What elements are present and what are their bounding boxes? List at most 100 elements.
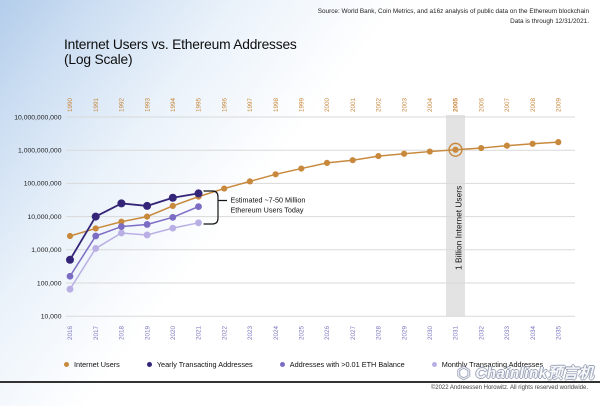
top-axis-year-label: 1994 <box>170 97 177 112</box>
bottom-axis-year-label: 2030 <box>427 326 434 341</box>
top-axis-year-label: 2008 <box>530 97 537 112</box>
top-axis-year-label: 2007 <box>504 97 511 112</box>
top-axis-year-label: 1997 <box>247 97 254 112</box>
legend-label: Addresses with >0.01 ETH Balance <box>289 360 405 369</box>
internet-users-point <box>503 142 510 149</box>
bottom-axis-year-label: 2021 <box>196 326 203 341</box>
addresses-with-0-01-eth-balance-point <box>143 221 151 228</box>
bottom-axis-year-label: 2026 <box>324 326 331 341</box>
internet-users-point <box>323 159 331 166</box>
monthly-transacting-addresses-line <box>69 222 199 290</box>
top-axis-year-label: 2000 <box>324 97 331 112</box>
monthly-transacting-addresses-point <box>118 229 125 237</box>
internet-users-point <box>144 213 151 220</box>
top-axis-year-label: 1991 <box>93 97 100 112</box>
chart-title-line-2: (Log Scale) <box>64 52 133 67</box>
y-axis-tick-label: 10,000 <box>41 314 62 321</box>
internet-users-point <box>221 185 228 192</box>
highlight-band-label: 1 Billion Internet Users <box>454 186 464 270</box>
yearly-transacting-addresses-point <box>66 255 74 264</box>
top-axis-year-label: 2001 <box>350 97 357 112</box>
yearly-transacting-addresses-point <box>168 193 177 202</box>
legend-dot-icon <box>146 362 152 367</box>
legend-label: Yearly Transacting Addresses <box>156 360 253 369</box>
legend-dot-icon <box>279 362 285 367</box>
annotation-line-2: Ethereum Users Today <box>231 206 304 215</box>
top-axis-year-label: 1996 <box>221 97 228 112</box>
top-axis-year-label: 2005 <box>453 97 460 112</box>
bottom-axis-year-label: 2024 <box>273 326 280 341</box>
bottom-axis-year-label: 2029 <box>401 326 408 341</box>
internet-users-point <box>529 140 536 147</box>
top-axis-year-label: 1998 <box>273 97 280 112</box>
bottom-axis-year-label: 2023 <box>247 326 254 341</box>
addresses-with-0-01-eth-balance-point <box>118 223 125 230</box>
yearly-transacting-addresses-line <box>69 192 199 261</box>
internet-users-point <box>118 218 125 225</box>
footer-rule <box>0 381 600 383</box>
yearly-transacting-addresses-point <box>117 199 126 208</box>
addresses-with-0-01-eth-balance-point <box>66 272 74 280</box>
chainlink-logo-icon: ⬡ <box>457 365 471 382</box>
internet-users-point <box>401 150 408 157</box>
bottom-axis-year-label: 2028 <box>376 326 383 341</box>
internet-users-point <box>298 165 305 172</box>
addresses-with-0-01-eth-balance-point <box>92 232 100 240</box>
y-axis-tick-label: 100,000,000 <box>24 181 62 188</box>
copyright-text: ©2022 Andreessen Horowitz. All rights re… <box>430 385 588 391</box>
chart-title: Internet Users vs. Ethereum Addresses (L… <box>64 37 297 67</box>
watermark-text: Chainlink预言机 <box>475 365 594 382</box>
internet-users-point <box>478 144 485 152</box>
monthly-transacting-addresses-point <box>92 245 100 252</box>
top-axis-year-label: 2006 <box>478 97 485 112</box>
one-billion-highlight-ring <box>448 142 463 157</box>
internet-users-point <box>169 202 176 210</box>
bottom-axis-year-label: 2018 <box>119 326 126 341</box>
internet-users-point <box>272 171 279 178</box>
top-axis-year-label: 2003 <box>401 97 408 112</box>
top-axis-year-label: 2004 <box>427 97 434 112</box>
source-note: Source: World Bank, Coin Metrics, and a1… <box>318 7 589 28</box>
legend-dot-icon <box>64 362 69 367</box>
legend: Internet Users Yearly Transacting Address… <box>64 360 543 369</box>
addresses-with-0-01-eth-balance-point <box>169 213 177 221</box>
yearly-transacting-addresses-point <box>91 212 100 221</box>
bottom-axis-year-label: 2032 <box>478 326 485 341</box>
bottom-axis-year-label: 2022 <box>221 326 228 341</box>
source-line-2: Data is through 12/31/2021. <box>510 18 589 26</box>
bottom-axis-year-label: 2035 <box>556 326 563 341</box>
y-axis-tick-label: 1,000,000 <box>31 247 61 254</box>
top-axis-year-label: 1990 <box>67 97 74 112</box>
monthly-transacting-addresses-point <box>195 219 202 227</box>
bottom-axis-year-label: 2025 <box>299 326 306 341</box>
legend-item: Internet Users <box>64 360 120 369</box>
source-line-1: Source: World Bank, Coin Metrics, and a1… <box>317 8 589 15</box>
chart-title-line-1: Internet Users vs. Ethereum Addresses <box>64 37 297 52</box>
internet-users-point <box>375 152 382 160</box>
bottom-axis-year-label: 2019 <box>144 326 151 341</box>
internet-users-point <box>246 178 253 185</box>
y-axis-tick-label: 10,000,000,000 <box>14 114 61 121</box>
internet-users-point <box>555 139 562 146</box>
y-axis-tick-label: 1,000,000,000 <box>18 148 62 155</box>
legend-label: Monthly Transacting Addresses <box>441 360 544 369</box>
bottom-axis-year-label: 2034 <box>530 326 537 341</box>
legend-item: Yearly Transacting Addresses <box>146 360 253 369</box>
top-axis-year-label: 2009 <box>556 97 563 112</box>
internet-users-point <box>92 225 99 232</box>
monthly-transacting-addresses-point <box>169 224 177 232</box>
legend-item: Monthly Transacting Addresses <box>431 360 544 369</box>
legend-label: Internet Users <box>74 360 120 369</box>
y-axis-tick-label: 10,000,000 <box>27 214 61 221</box>
internet-users-point <box>426 148 433 155</box>
y-axis-tick-label: 100,000 <box>37 280 62 287</box>
monthly-transacting-addresses-point <box>143 231 151 239</box>
top-axis-year-label: 1993 <box>144 97 151 112</box>
top-axis-year-label: 1995 <box>196 97 203 112</box>
annotation-bracket <box>203 190 227 225</box>
watermark: ⬡ Chainlink预言机 <box>457 362 594 383</box>
top-axis-year-label: 1999 <box>299 97 306 112</box>
yearly-transacting-addresses-point <box>143 201 152 210</box>
legend-dot-icon <box>431 362 437 367</box>
bottom-axis-year-label: 2020 <box>170 326 177 341</box>
